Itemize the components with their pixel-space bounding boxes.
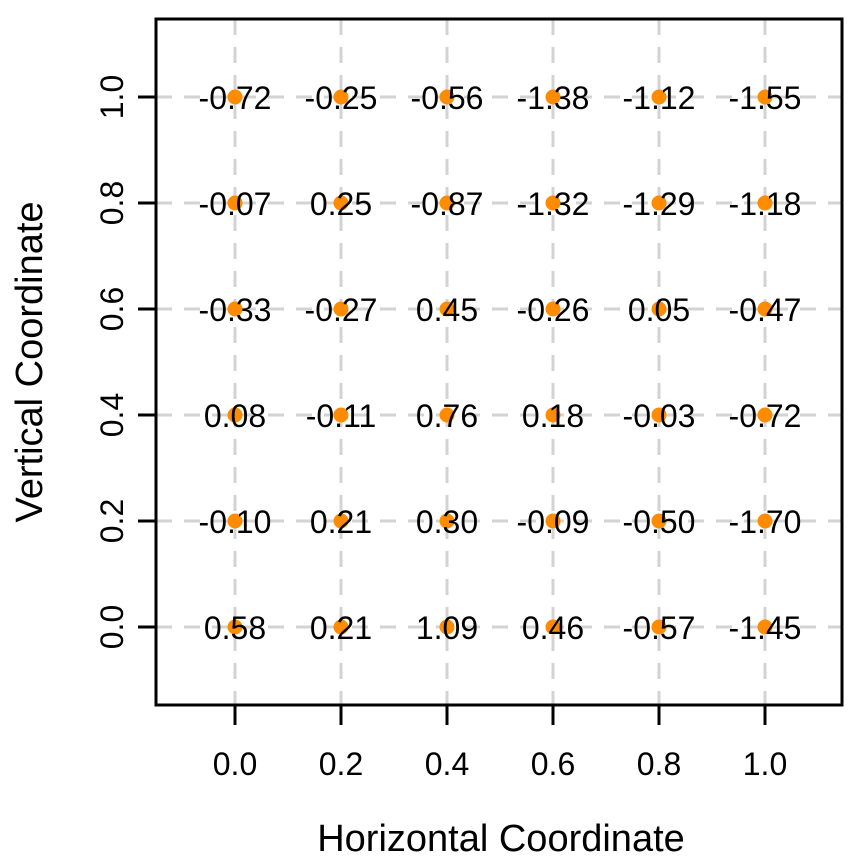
data-point-label: 0.05 [628,292,690,328]
data-point-label: -1.55 [729,80,802,116]
x-tick-label: 0.8 [637,746,681,782]
data-point-label: -0.07 [199,186,272,222]
data-point-label: -0.56 [411,80,484,116]
data-point-label: 0.21 [310,504,372,540]
data-point [545,513,561,529]
data-point-label: -1.18 [729,186,802,222]
data-point [333,407,349,423]
data-point-label: 0.76 [416,398,478,434]
data-point-label: -0.72 [729,398,802,434]
data-point [651,407,667,423]
data-point-label: 0.58 [204,610,266,646]
data-point [757,407,773,423]
data-point-label: -1.12 [623,80,696,116]
point-layer [227,89,773,635]
data-point-label: 1.09 [416,610,478,646]
data-point-label: -1.38 [517,80,590,116]
y-tick-label: 1.0 [94,75,130,119]
y-tick-label: 0.4 [94,393,130,437]
y-tick-label: 0.2 [94,499,130,543]
data-point [333,89,349,105]
y-axis-title: Vertical Coordinate [9,201,51,522]
x-tick-label: 1.0 [743,746,787,782]
data-point [439,407,455,423]
x-axis-title: Horizontal Coordinate [317,818,685,860]
y-tick-label: 0.0 [94,605,130,649]
data-point-label: -1.70 [729,504,802,540]
data-point-label: -0.50 [623,504,696,540]
data-point [545,619,561,635]
data-point-label: -0.26 [517,292,590,328]
data-point [439,195,455,211]
data-point [439,619,455,635]
data-point [227,407,243,423]
data-point [545,89,561,105]
data-point [227,195,243,211]
data-point-label: -0.03 [623,398,696,434]
data-point [227,89,243,105]
x-tick-label: 0.2 [319,746,363,782]
data-point [333,301,349,317]
data-point-label: -0.72 [199,80,272,116]
data-point [651,89,667,105]
data-point-label: 0.30 [416,504,478,540]
data-point-label: 0.45 [416,292,478,328]
y-tick-label: 0.6 [94,287,130,331]
data-point [651,513,667,529]
data-point [545,407,561,423]
data-point [227,301,243,317]
data-point-label: -0.47 [729,292,802,328]
data-point [651,301,667,317]
data-point [439,89,455,105]
axis-layer: 0.0 0.2 0.4 0.6 0.8 1.0 0.0 0.2 0.4 0.6 0.8 1.0 [94,75,787,782]
x-tick-label: 0.0 [213,746,257,782]
data-point-label: 0.46 [522,610,584,646]
x-tick-label: 0.4 [425,746,469,782]
data-point [757,195,773,211]
data-point-label: -0.11 [306,398,377,434]
data-point [651,619,667,635]
data-point [439,301,455,317]
data-point-label: -1.29 [623,186,696,222]
label-layer: -0.72 -0.25 -0.56 -1.38 -1.12 -1.55 -0.07 0.25 -… [199,80,802,646]
data-point [439,513,455,529]
data-point [227,513,243,529]
data-point [757,619,773,635]
data-point-label: -1.32 [517,186,590,222]
data-point-label: -0.87 [411,186,484,222]
x-tick-label: 0.6 [531,746,575,782]
data-point-label: -0.10 [199,504,272,540]
data-point [227,619,243,635]
data-point-label: 0.25 [310,186,372,222]
data-point [545,195,561,211]
data-point-label: -0.33 [199,292,272,328]
data-point [757,89,773,105]
data-point [757,513,773,529]
data-point [333,513,349,529]
data-point-label: -0.27 [305,292,378,328]
plot-border [154,17,844,707]
y-tick-label: 0.8 [94,181,130,225]
data-point-label: 0.21 [310,610,372,646]
data-point-label: 0.18 [522,398,584,434]
data-point-label: -0.25 [305,80,378,116]
data-point [333,195,349,211]
data-point [545,301,561,317]
data-point [333,619,349,635]
data-point-label: -0.57 [623,610,696,646]
data-point-label: 0.08 [204,398,266,434]
data-point-label: -0.09 [517,504,590,540]
data-point [757,301,773,317]
data-point-label: -1.45 [729,610,802,646]
data-point [651,195,667,211]
grid-layer [156,19,842,705]
